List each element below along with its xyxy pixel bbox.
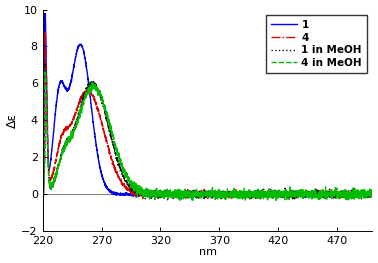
4 in MeOH — [78, 109, 83, 112]
4 in MeOH — [181, 190, 186, 193]
4 — [78, 99, 83, 102]
1 — [328, 192, 333, 195]
Line: 1: 1 — [43, 13, 372, 231]
4 — [98, 115, 102, 119]
1 — [40, 229, 45, 232]
1 — [370, 193, 375, 196]
Line: 4: 4 — [43, 31, 372, 222]
1 — [43, 12, 47, 15]
1 in MeOH — [328, 192, 333, 195]
4 in MeOH — [98, 92, 102, 95]
1 in MeOH — [364, 194, 368, 197]
1 — [78, 43, 83, 46]
1 — [181, 194, 186, 197]
1 — [364, 193, 368, 196]
1 in MeOH — [98, 93, 102, 96]
4 — [364, 193, 368, 196]
4 in MeOH — [43, 70, 48, 73]
4 — [43, 29, 47, 33]
1 in MeOH — [78, 104, 83, 107]
Line: 4 in MeOH: 4 in MeOH — [43, 71, 372, 209]
1 — [98, 165, 102, 169]
1 in MeOH — [40, 212, 45, 215]
Y-axis label: Δε: Δε — [6, 113, 19, 128]
4 — [370, 193, 375, 196]
1 in MeOH — [370, 192, 375, 195]
4 in MeOH — [328, 191, 333, 194]
4 in MeOH — [370, 194, 375, 197]
4 — [328, 192, 333, 195]
4 in MeOH — [364, 196, 368, 199]
Line: 1 in MeOH: 1 in MeOH — [43, 63, 372, 214]
1 in MeOH — [43, 61, 47, 64]
4 — [167, 194, 172, 198]
X-axis label: nm: nm — [198, 247, 217, 257]
4 in MeOH — [40, 208, 45, 211]
4 in MeOH — [167, 190, 172, 193]
1 in MeOH — [167, 189, 172, 192]
1 — [167, 195, 172, 198]
Legend: 1, 4, 1 in MeOH, 4 in MeOH: 1, 4, 1 in MeOH, 4 in MeOH — [266, 15, 367, 73]
1 in MeOH — [181, 193, 186, 196]
4 — [40, 220, 45, 223]
4 — [181, 191, 186, 194]
